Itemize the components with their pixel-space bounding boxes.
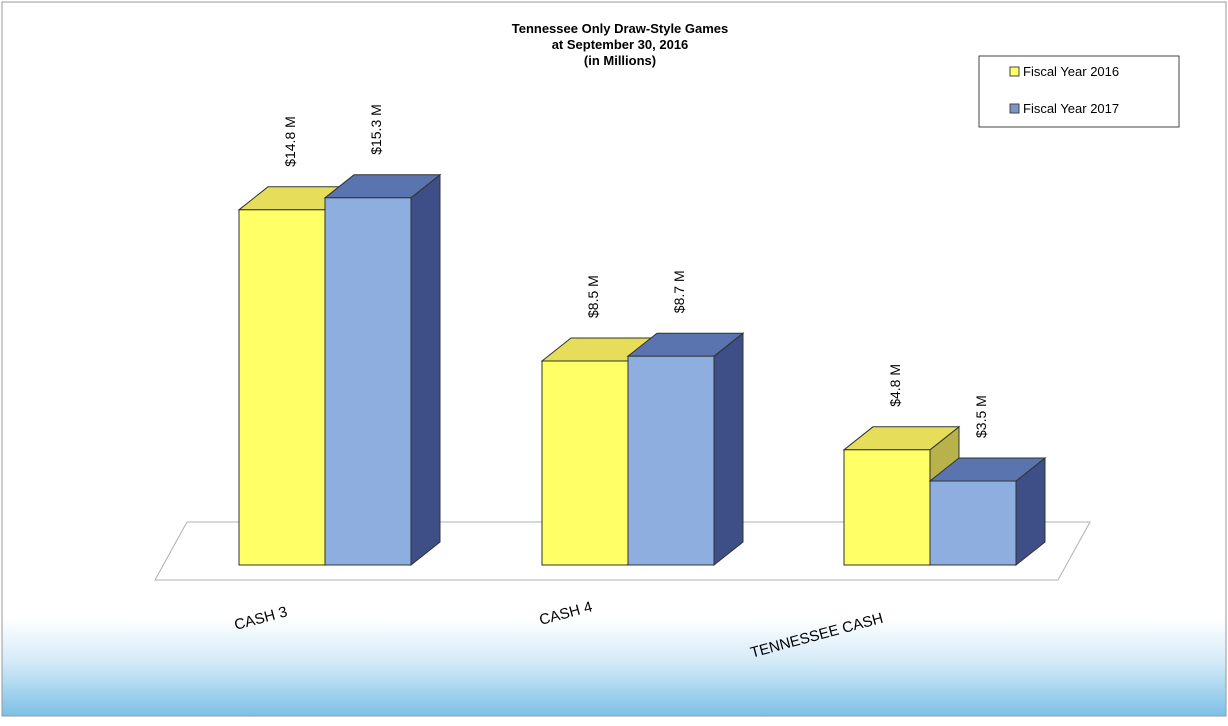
value-label: $4.8 M (887, 364, 903, 407)
bar-front-face (843, 449, 931, 566)
bar-fy2017-2 (626, 332, 745, 567)
value-label: $14.8 M (282, 116, 298, 167)
legend-label-fy2016: Fiscal Year 2016 (1023, 64, 1119, 79)
chart-subtitle: at September 30, 2016 (552, 37, 689, 52)
chart-title: Tennessee Only Draw-Style Games (512, 21, 729, 36)
legend-swatch-fy2017 (1009, 103, 1020, 114)
bar-front-face (929, 480, 1017, 566)
legend-swatch-fy2016 (1009, 66, 1020, 77)
bar-front-face (238, 209, 326, 566)
value-labels-group: $14.8 M $15.3 M $8.5 M $8.7 M $4.8 M $3.5 M (282, 104, 989, 438)
legend: Fiscal Year 2016 Fiscal Year 2017 (978, 55, 1180, 128)
value-label: $8.5 M (585, 275, 601, 318)
value-label: $3.5 M (973, 395, 989, 438)
chart-subtitle-units: (in Millions) (584, 53, 656, 68)
bar-front-face (324, 197, 412, 566)
bars-group (237, 173, 1047, 567)
value-label: $8.7 M (671, 270, 687, 313)
bar-fy2017-3 (928, 456, 1047, 567)
background-gradient-strip (2, 618, 1226, 716)
bar-front-face (541, 360, 629, 566)
value-label: $15.3 M (368, 104, 384, 155)
bar-front-face (627, 355, 715, 566)
bar-side-face (713, 332, 744, 567)
legend-label-fy2017: Fiscal Year 2017 (1023, 101, 1119, 116)
bar-fy2017-1 (323, 173, 442, 567)
bar-side-face (410, 173, 441, 567)
